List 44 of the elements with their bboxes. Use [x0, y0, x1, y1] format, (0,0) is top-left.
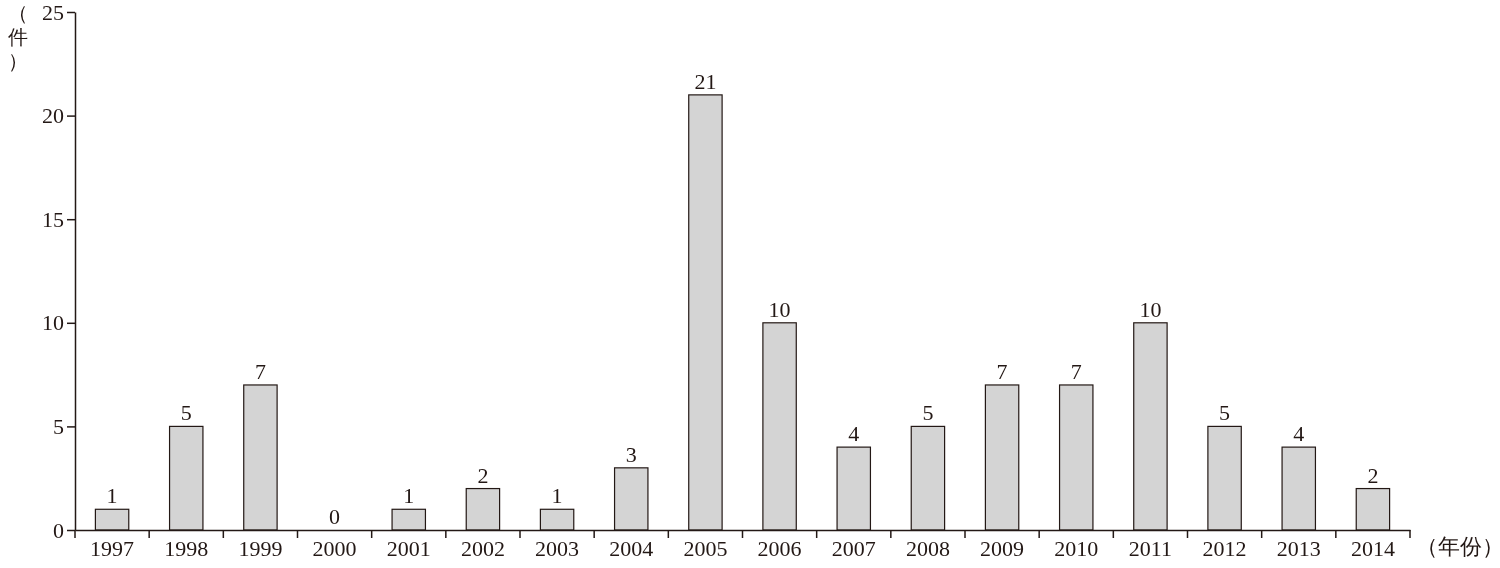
- data-label: 3: [625, 441, 637, 467]
- data-label: 5: [1219, 400, 1231, 426]
- y-tick-label: 25: [42, 0, 64, 25]
- x-tick-label: 2002: [460, 535, 505, 561]
- x-tick-label: 2005: [683, 535, 728, 561]
- data-label: 7: [1070, 358, 1082, 384]
- x-tick-label: 2003: [535, 535, 580, 561]
- x-tick-label: 2014: [1350, 535, 1395, 561]
- y-tick-label: 5: [53, 413, 64, 439]
- x-tick-label: 2012: [1202, 535, 1247, 561]
- x-tick-label: 2000: [312, 535, 357, 561]
- x-tick-label: 1998: [164, 535, 209, 561]
- data-label: 1: [106, 483, 118, 509]
- data-label: 0: [329, 504, 341, 529]
- data-label: 10: [768, 296, 791, 322]
- data-label: 5: [180, 400, 192, 426]
- x-tick-label: 2008: [905, 535, 950, 561]
- x-tick-label: 2007: [831, 535, 876, 561]
- y-tick-label: 15: [42, 206, 64, 232]
- data-label: 2: [1367, 462, 1379, 488]
- x-tick-label: 2006: [757, 535, 802, 561]
- data-label: 4: [1293, 421, 1305, 447]
- x-tick-label: 1997: [90, 535, 135, 561]
- x-axis-title: （年份）: [1416, 534, 1500, 559]
- y-axis-title: （件）: [8, 2, 28, 72]
- data-label: 7: [254, 358, 266, 384]
- data-label: 2: [477, 462, 489, 488]
- x-tick-label: 2004: [609, 535, 654, 561]
- data-label: 1: [403, 483, 415, 509]
- x-tick-label: 2010: [1054, 535, 1099, 561]
- data-label: 4: [848, 421, 860, 447]
- x-tick-label: 2011: [1128, 535, 1173, 561]
- y-tick-label: 20: [42, 103, 64, 129]
- data-label: 7: [996, 358, 1008, 384]
- data-label: 5: [922, 400, 934, 426]
- x-tick-label: 2009: [980, 535, 1025, 561]
- data-label: 10: [1139, 296, 1162, 322]
- y-tick-label: 10: [42, 310, 64, 336]
- x-tick-label: 1999: [238, 535, 283, 561]
- data-label: 1: [551, 483, 563, 509]
- y-tick-label: 0: [53, 517, 64, 543]
- x-tick-label: 2001: [386, 535, 431, 561]
- x-tick-label: 2013: [1276, 535, 1321, 561]
- data-label: 21: [694, 68, 717, 94]
